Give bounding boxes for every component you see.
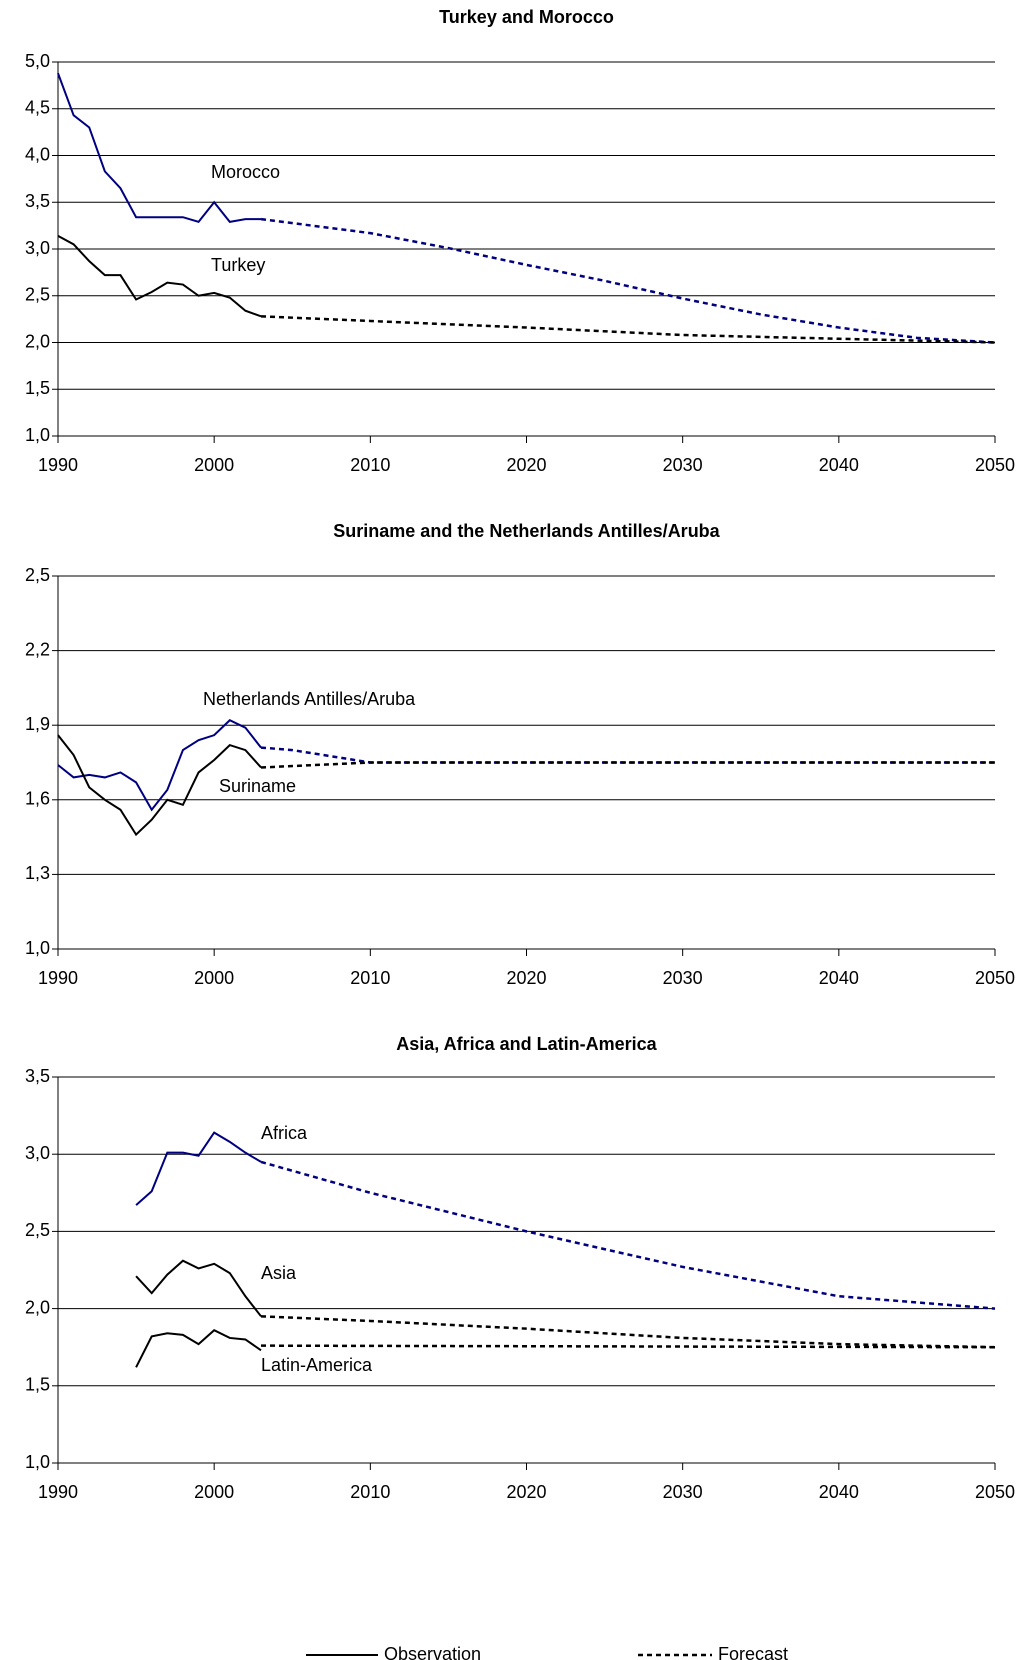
series-label: Turkey	[211, 255, 265, 275]
x-tick-label: 2030	[663, 968, 703, 988]
chart-title: Suriname and the Netherlands Antilles/Ar…	[333, 521, 720, 541]
y-tick-label: 2,0	[25, 331, 50, 351]
x-tick-label: 2050	[975, 1482, 1015, 1502]
y-tick-label: 3,0	[25, 1143, 50, 1163]
y-tick-label: 2,0	[25, 1297, 50, 1317]
y-tick-label: 3,5	[25, 191, 50, 211]
forecast-line	[260, 761, 995, 769]
series-label: Suriname	[219, 776, 296, 796]
series-label: Latin-America	[261, 1355, 373, 1375]
x-tick-label: 1990	[38, 1482, 78, 1502]
x-tick-label: 2000	[194, 1482, 234, 1502]
y-tick-label: 1,5	[25, 1375, 50, 1395]
y-tick-label: 2,5	[25, 565, 50, 585]
y-tick-label: 3,5	[25, 1066, 50, 1086]
x-tick-label: 2020	[506, 455, 546, 475]
legend-label: Forecast	[718, 1644, 788, 1660]
y-tick-label: 2,2	[25, 639, 50, 659]
y-tick-label: 2,5	[25, 1220, 50, 1240]
x-tick-label: 2010	[350, 968, 390, 988]
x-tick-label: 2050	[975, 968, 1015, 988]
forecast-line	[260, 1160, 996, 1310]
x-tick-label: 1990	[38, 455, 78, 475]
y-tick-label: 2,5	[25, 285, 50, 305]
y-tick-label: 3,0	[25, 238, 50, 258]
x-tick-label: 2010	[350, 455, 390, 475]
chart-title: Asia, Africa and Latin-America	[396, 1034, 657, 1054]
observation-line	[135, 1259, 262, 1317]
forecast-line	[261, 1344, 996, 1349]
forecast-line	[260, 217, 996, 344]
chart-title: Turkey and Morocco	[439, 7, 614, 27]
forecast-line	[260, 1315, 996, 1349]
observation-line	[57, 72, 262, 224]
series-label: Netherlands Antilles/Aruba	[203, 689, 416, 709]
x-tick-label: 2030	[663, 455, 703, 475]
x-tick-label: 2010	[350, 1482, 390, 1502]
x-tick-label: 2040	[819, 1482, 859, 1502]
x-tick-label: 2020	[506, 968, 546, 988]
y-tick-label: 4,5	[25, 98, 50, 118]
observation-line	[57, 734, 262, 837]
x-tick-label: 2050	[975, 455, 1015, 475]
series-label: Morocco	[211, 162, 280, 182]
forecast-line	[260, 315, 996, 344]
y-tick-label: 5,0	[25, 51, 50, 71]
x-tick-label: 2030	[663, 1482, 703, 1502]
x-tick-label: 2000	[194, 455, 234, 475]
observation-line	[135, 1131, 262, 1206]
y-tick-label: 1,6	[25, 789, 50, 809]
x-tick-label: 2040	[819, 455, 859, 475]
x-tick-label: 2020	[506, 1482, 546, 1502]
legend-label: Observation	[384, 1644, 481, 1660]
observation-line	[57, 235, 262, 318]
observation-line	[57, 719, 262, 812]
series-label: Asia	[261, 1263, 297, 1283]
y-tick-label: 1,9	[25, 714, 50, 734]
y-tick-label: 1,0	[25, 938, 50, 958]
y-tick-label: 1,0	[25, 425, 50, 445]
y-tick-label: 1,5	[25, 378, 50, 398]
observation-line	[135, 1329, 262, 1368]
x-tick-label: 1990	[38, 968, 78, 988]
y-tick-label: 1,0	[25, 1452, 50, 1472]
series-label: Africa	[261, 1123, 308, 1143]
x-tick-label: 2000	[194, 968, 234, 988]
y-tick-label: 4,0	[25, 144, 50, 164]
forecast-line	[260, 746, 995, 764]
y-tick-label: 1,3	[25, 863, 50, 883]
x-tick-label: 2040	[819, 968, 859, 988]
